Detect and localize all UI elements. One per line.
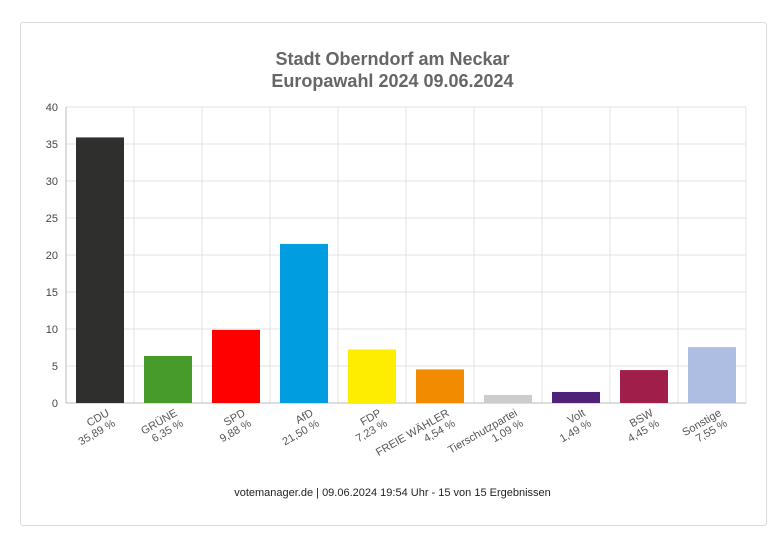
y-tick-label: 30 [46, 176, 58, 188]
x-tick-label: Tierschutzpartei1,09 % [446, 407, 526, 467]
bar-fdp [348, 349, 396, 403]
y-tick-label: 35 [46, 139, 58, 151]
chart-footer: votemanager.de | 09.06.2024 19:54 Uhr - … [234, 487, 551, 499]
chart-title-block: Stadt Oberndorf am Neckar Europawahl 202… [20, 48, 765, 92]
y-tick-label: 10 [46, 324, 58, 336]
x-tick-label: AfD21,50 % [275, 407, 322, 448]
bar-tierschutzpartei [484, 394, 532, 403]
bar-sonstige [688, 347, 736, 403]
x-tick-label: BSW4,45 % [620, 407, 662, 445]
bar-afd [280, 243, 328, 403]
bar-cdu [76, 137, 124, 403]
y-tick-label: 0 [52, 398, 58, 410]
chart-title: Stadt Oberndorf am Neckar [275, 49, 510, 69]
x-tick-label: Sonstige7,55 % [680, 407, 729, 449]
x-tick-label: FDP7,23 % [348, 407, 390, 445]
x-tick-label: GRÜNE6,35 % [139, 407, 186, 448]
bar-volt [552, 391, 600, 403]
chart-card [20, 22, 767, 526]
y-tick-label: 5 [52, 361, 58, 373]
x-tick-label: FREIE WÄHLER4,54 % [374, 407, 458, 469]
y-tick-label: 20 [46, 250, 58, 262]
bar-bsw [620, 370, 668, 403]
bar-grüne [144, 356, 192, 403]
bar-freie-wähler [416, 369, 464, 403]
y-tick-label: 40 [46, 102, 58, 114]
x-tick-label: SPD9,88 % [212, 407, 254, 445]
x-tick-label: Volt1,49 % [552, 407, 594, 445]
y-tick-label: 15 [46, 287, 58, 299]
chart-subtitle: Europawahl 2024 09.06.2024 [271, 71, 514, 91]
x-tick-label: CDU35,89 % [71, 407, 118, 448]
y-tick-label: 25 [46, 213, 58, 225]
bar-spd [212, 329, 260, 403]
